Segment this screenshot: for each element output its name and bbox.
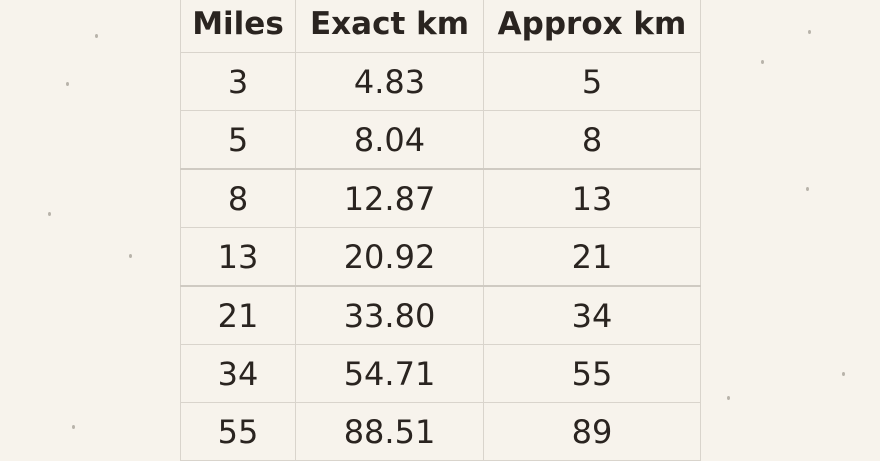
- miles-cell: 21: [180, 285, 296, 345]
- table-row: 5 8.04 8: [180, 110, 701, 170]
- table-row: 21 33.80 34: [180, 285, 701, 345]
- miles-cell: 3: [180, 52, 296, 111]
- approx-km-cell: 34: [483, 285, 701, 345]
- approx-km-cell: 55: [483, 344, 701, 403]
- miles-cell: 55: [180, 402, 296, 461]
- table-row: 55 88.51 89: [180, 402, 701, 461]
- miles-cell: 5: [180, 110, 296, 170]
- approx-km-cell: 21: [483, 227, 701, 287]
- background-speck: [48, 212, 51, 216]
- column-header-exact-km: Exact km: [295, 0, 484, 53]
- background-speck: [806, 187, 809, 191]
- column-header-miles: Miles: [180, 0, 296, 53]
- exact-km-cell: 33.80: [295, 285, 484, 345]
- exact-km-cell: 8.04: [295, 110, 484, 170]
- miles-cell: 34: [180, 344, 296, 403]
- approx-km-cell: 13: [483, 168, 701, 228]
- background-speck: [761, 60, 764, 64]
- miles-cell: 8: [180, 168, 296, 228]
- column-header-approx-km: Approx km: [483, 0, 701, 53]
- table-row: 3 4.83 5: [180, 52, 701, 111]
- background-speck: [72, 425, 75, 429]
- background-speck: [129, 254, 132, 258]
- table-row: 8 12.87 13: [180, 168, 701, 228]
- exact-km-cell: 88.51: [295, 402, 484, 461]
- background-speck: [727, 396, 730, 400]
- miles-cell: 13: [180, 227, 296, 287]
- exact-km-cell: 12.87: [295, 168, 484, 228]
- table-header-row: Miles Exact km Approx km: [180, 0, 701, 53]
- background-speck: [95, 34, 98, 38]
- exact-km-cell: 20.92: [295, 227, 484, 287]
- approx-km-cell: 89: [483, 402, 701, 461]
- exact-km-cell: 54.71: [295, 344, 484, 403]
- background-speck: [842, 372, 845, 376]
- table-row: 34 54.71 55: [180, 344, 701, 403]
- table-row: 13 20.92 21: [180, 227, 701, 287]
- approx-km-cell: 8: [483, 110, 701, 170]
- exact-km-cell: 4.83: [295, 52, 484, 111]
- approx-km-cell: 5: [483, 52, 701, 111]
- background-speck: [66, 82, 69, 86]
- miles-to-km-table: Miles Exact km Approx km 3 4.83 5 5 8.04…: [180, 0, 701, 461]
- background-speck: [808, 30, 811, 34]
